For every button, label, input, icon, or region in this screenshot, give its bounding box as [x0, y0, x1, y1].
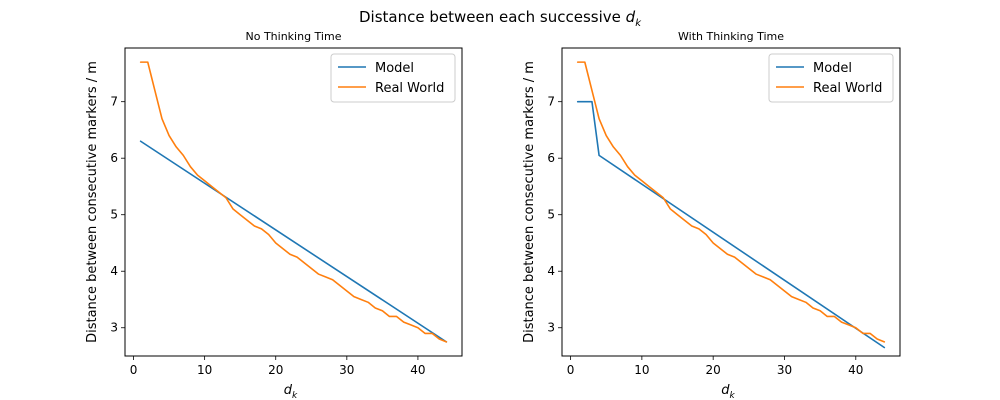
chart-1-x-axis-label-subscript: k — [292, 391, 298, 400]
chart-1-x-tick-label: 30 — [339, 363, 354, 377]
chart-2-y-tick-label: 3 — [547, 321, 555, 335]
chart-2-title: With Thinking Time — [678, 30, 784, 43]
chart-2-x-axis-label: dk — [721, 383, 735, 400]
chart-1-y-tick-label: 6 — [110, 151, 118, 165]
chart-1-legend-label-model: Model — [375, 61, 414, 76]
chart-2-y-tick-label: 5 — [547, 208, 555, 222]
chart-2-x-tick-label: 10 — [634, 363, 649, 377]
figure-title: Distance between each successive dk — [359, 8, 642, 29]
chart-1-y-axis-label: Distance between consecutive markers / m — [85, 61, 100, 343]
chart-2-y-tick-label: 6 — [547, 151, 555, 165]
chart-2-x-tick-label: 30 — [777, 363, 792, 377]
chart-1-axes-frame — [124, 47, 463, 357]
chart-panel-no-thinking-time: 0 10 20 30 40 3 4 5 6 7 No Thinking Time dk Distance… — [85, 30, 463, 400]
chart-1-x-tick-label: 10 — [197, 363, 212, 377]
chart-2-legend-box — [768, 53, 894, 103]
chart-2-legend-label-model: Model — [813, 61, 852, 76]
chart-1-series-line-model — [139, 140, 448, 343]
chart-1-x-tick-label: 40 — [410, 363, 425, 377]
chart-1-y-tick-label: 4 — [110, 264, 118, 278]
chart-2-series-line-model — [576, 100, 886, 349]
chart-1-legend: Model Real World — [330, 53, 456, 103]
chart-2-x-tick-label: 0 — [567, 363, 575, 377]
chart-1-x-axis-label-variable: d — [284, 383, 293, 398]
chart-1-series-line-real-world — [139, 61, 448, 343]
figure-title-text: Distance between each successive — [359, 8, 626, 26]
chart-1-y-tick-label: 5 — [110, 208, 118, 222]
chart-2-axes-frame — [561, 47, 901, 357]
figure-title-subscript: k — [635, 18, 642, 29]
chart-2-x-tick-label: 40 — [848, 363, 863, 377]
chart-1-x-axis-label: dk — [284, 383, 298, 400]
chart-1-legend-label-real-world: Real World — [375, 81, 444, 96]
chart-2-x-axis-label-variable: d — [721, 383, 730, 398]
figure-title-variable: d — [626, 8, 636, 26]
chart-1-title: No Thinking Time — [246, 30, 342, 43]
chart-2-x-tick-label: 20 — [706, 363, 721, 377]
chart-panel-with-thinking-time: 0 10 20 30 40 3 4 5 6 7 With Thinking Time dk Distan… — [522, 30, 901, 400]
chart-2-series-line-real-world — [576, 61, 886, 343]
chart-2-legend-label-real-world: Real World — [813, 81, 882, 96]
chart-1-y-tick-label: 7 — [110, 95, 118, 109]
chart-2-y-tick-label: 7 — [547, 95, 555, 109]
chart-2-y-axis-label: Distance between consecutive markers / m — [522, 61, 537, 343]
chart-1-x-tick-label: 20 — [268, 363, 283, 377]
chart-2-legend: Model Real World — [768, 53, 894, 103]
chart-2-x-axis-label-subscript: k — [730, 391, 736, 400]
chart-1-legend-box — [330, 53, 456, 103]
chart-1-x-tick-label: 0 — [130, 363, 138, 377]
chart-1-y-tick-label: 3 — [110, 321, 118, 335]
chart-2-y-tick-label: 4 — [547, 264, 555, 278]
